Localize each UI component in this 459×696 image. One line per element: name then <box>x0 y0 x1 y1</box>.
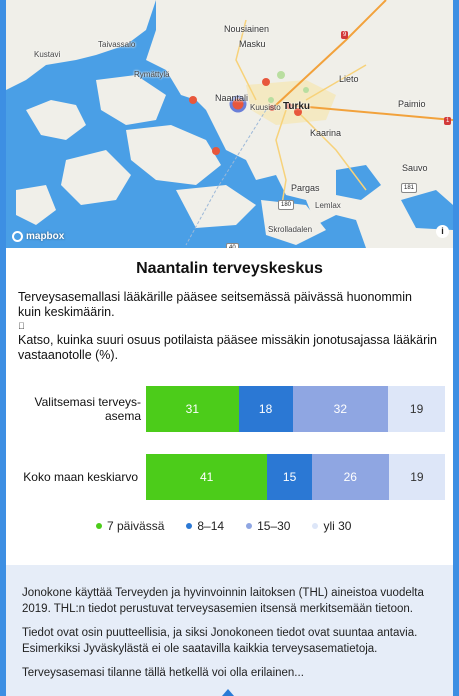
notice-paragraph-1: Jonokone käyttää Terveyden ja hyvinvoinn… <box>22 587 424 615</box>
bar-segment-1: 41 <box>146 454 268 500</box>
bar-segment-2: 15 <box>267 454 312 500</box>
legend-dot-icon <box>96 523 102 529</box>
bar-segment-4: 19 <box>388 386 445 432</box>
legend-item-2: 8–14 <box>186 519 224 533</box>
legend-dot-icon <box>246 523 253 529</box>
marker-dot <box>262 78 270 86</box>
marker-dot <box>212 147 220 155</box>
road-shield-40: 40 <box>226 243 239 248</box>
notice-paragraph-2: Tiedot ovat osin puutteellisia, ja siksi… <box>22 627 418 655</box>
map-label-turku: Turku <box>283 101 311 112</box>
chart-legend: 7 päivässä 8–14 15–30 yli 30 <box>96 519 351 533</box>
queue-chart: Valitsemasi terveys- asema Koko maan kes… <box>6 385 453 545</box>
legend-label: 7 päivässä <box>107 519 165 533</box>
map-label-masku: Masku <box>239 39 266 49</box>
data-notice: Jonokone käyttää Terveyden ja hyvinvoinn… <box>6 565 453 696</box>
map-label-kuusisto: Kuusisto <box>250 103 281 112</box>
chart-bar-row-2: 41 15 26 19 <box>146 454 445 500</box>
map-label-sauvo: Sauvo <box>402 163 428 173</box>
marker-dot <box>286 103 292 109</box>
health-center-card: Nousiainen Masku Kustavi Taivassalo Rymä… <box>6 0 453 696</box>
intro-line-1: Terveysasemallasi lääkärille pääsee seit… <box>18 290 412 319</box>
map-label-pargas: Pargas <box>291 183 320 193</box>
mapbox-icon <box>12 231 23 242</box>
map-label-taivassalo: Taivassalo <box>98 40 136 49</box>
map-label-skrolladalen: Skrolladalen <box>268 225 313 234</box>
road-shield-1: 1 <box>444 117 452 125</box>
map-canvas <box>6 0 453 248</box>
map-label-lieto: Lieto <box>339 74 359 84</box>
chart-row-label-1: Valitsemasi terveys- asema <box>16 395 141 423</box>
intro-glyph:   <box>18 321 25 331</box>
bar-segment-3: 26 <box>311 454 389 500</box>
map-label-kaarina: Kaarina <box>310 128 342 138</box>
mapbox-attribution: mapbox <box>26 231 65 242</box>
expand-up-icon[interactable] <box>222 689 234 696</box>
chart-row-label-1-line-2: asema <box>104 409 141 423</box>
bar-segment-4: 19 <box>388 454 445 500</box>
bar-segment-3: 32 <box>292 386 389 432</box>
map-label-kustavi: Kustavi <box>34 50 61 59</box>
map[interactable]: Nousiainen Masku Kustavi Taivassalo Rymä… <box>6 0 453 248</box>
intro-line-2: Katso, kuinka suuri osuus potilaista pää… <box>18 333 437 362</box>
chart-bar-row-1: 31 18 32 19 <box>146 386 445 432</box>
legend-label: yli 30 <box>323 519 352 533</box>
marker-dot <box>189 96 197 104</box>
map-info-button[interactable]: i <box>436 225 449 238</box>
map-label-naantali: Naantali <box>215 93 249 103</box>
legend-label: 8–14 <box>197 519 225 533</box>
legend-item-1: 7 päivässä <box>96 519 164 533</box>
selected-marker <box>229 95 247 113</box>
chart-row-label-1-line-1: Valitsemasi terveys- <box>34 395 141 409</box>
map-label-nousiainen: Nousiainen <box>224 24 270 34</box>
marker-dot <box>269 105 275 111</box>
map-label-lemlax: Lemlax <box>315 201 341 210</box>
chart-row-label-2: Koko maan keskiarvo <box>23 470 138 484</box>
page-title: Naantalin terveyskeskus <box>136 260 323 277</box>
legend-dot-icon <box>186 523 193 529</box>
marker-dot <box>294 108 302 116</box>
map-label-rymattyla: Rymättylä <box>134 70 170 79</box>
road-shield-181: 181 <box>401 183 418 193</box>
road-shield-9: 9 <box>341 31 349 39</box>
legend-label: 15–30 <box>257 519 291 533</box>
legend-item-4: yli 30 <box>312 519 351 533</box>
bar-segment-1: 31 <box>146 386 239 432</box>
mapbox-logo[interactable]: mapbox <box>12 231 64 242</box>
legend-dot-icon <box>312 523 319 529</box>
notice-paragraph-3: Terveysasemasi tilanne tällä hetkellä vo… <box>22 667 304 679</box>
intro-text: Terveysasemallasi lääkärille pääsee seit… <box>18 290 438 363</box>
bar-segment-2: 18 <box>238 386 293 432</box>
legend-item-3: 15–30 <box>246 519 290 533</box>
map-label-paimio: Paimio <box>398 99 426 109</box>
road-shield-180: 180 <box>278 200 295 210</box>
